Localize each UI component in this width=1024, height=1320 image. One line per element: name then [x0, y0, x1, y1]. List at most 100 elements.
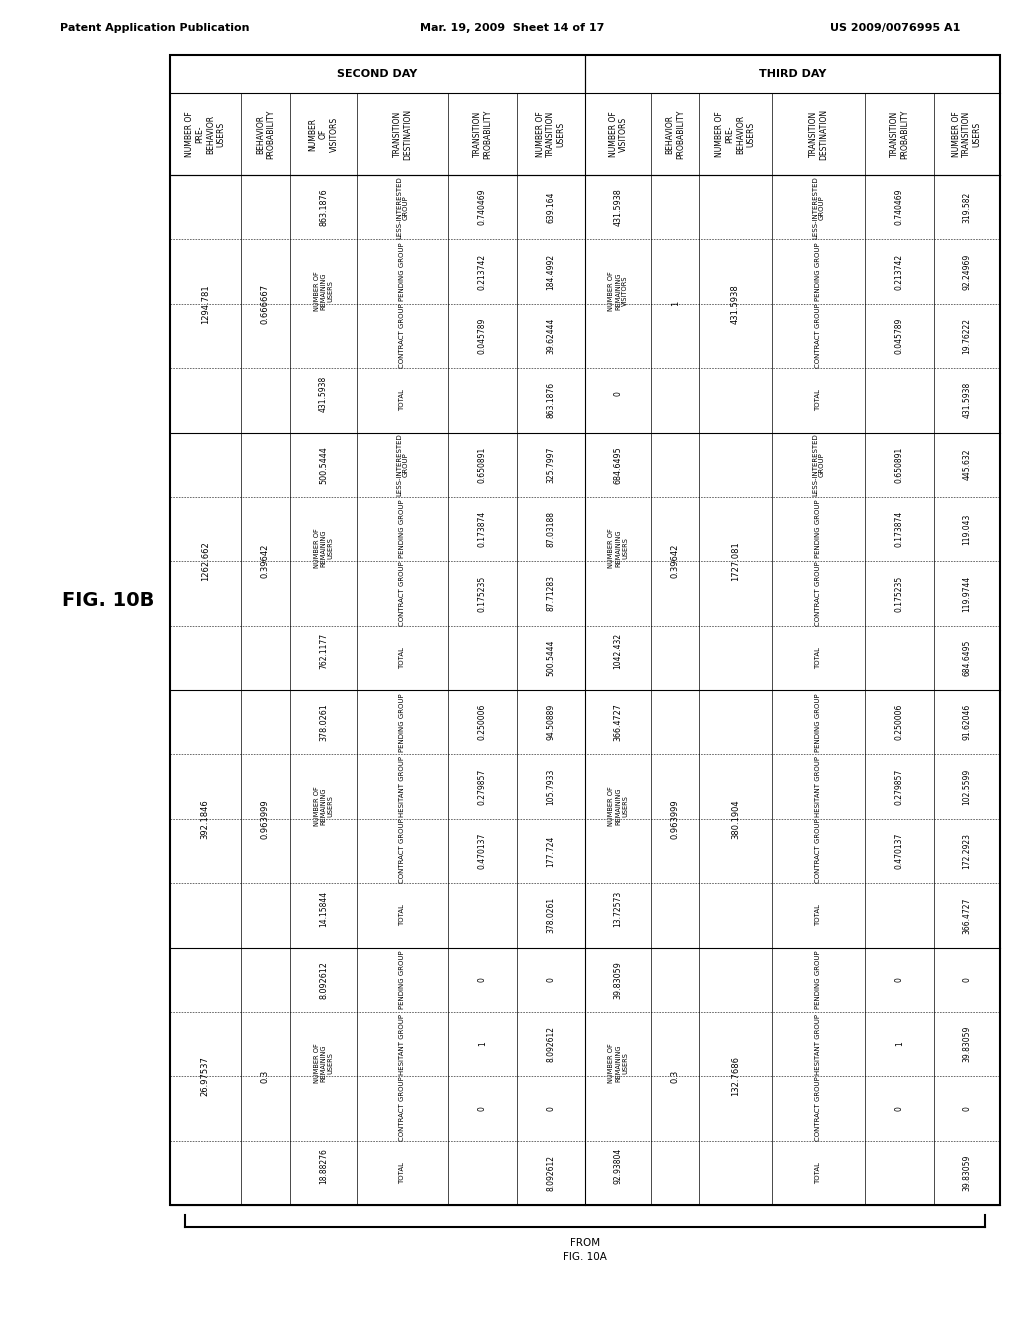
Text: 325.7997: 325.7997 [546, 446, 555, 483]
Text: TOTAL: TOTAL [399, 647, 406, 669]
Text: 0.650891: 0.650891 [895, 446, 904, 483]
Text: 500.5444: 500.5444 [319, 446, 328, 483]
Text: 0: 0 [546, 1106, 555, 1111]
Text: TOTAL: TOTAL [815, 904, 821, 927]
Text: TOTAL: TOTAL [399, 389, 406, 412]
Text: SECOND DAY: SECOND DAY [337, 69, 418, 79]
Text: FROM: FROM [570, 1238, 600, 1247]
Text: 0.3: 0.3 [671, 1069, 680, 1082]
Text: 0: 0 [895, 1106, 904, 1111]
Text: 0.279857: 0.279857 [478, 768, 486, 805]
Text: 1: 1 [895, 1041, 904, 1047]
Text: CONTRACT GROUP: CONTRACT GROUP [815, 818, 821, 883]
Text: 0: 0 [895, 977, 904, 982]
Text: TRANSITION
PROBABILITY: TRANSITION PROBABILITY [473, 110, 492, 158]
Text: 132.7686: 132.7686 [731, 1056, 740, 1096]
Text: NUMBER OF
REMAINING
USERS: NUMBER OF REMAINING USERS [608, 528, 628, 568]
Text: CONTRACT GROUP: CONTRACT GROUP [399, 818, 406, 883]
Text: PENDING GROUP: PENDING GROUP [815, 500, 821, 558]
Text: 119.9744: 119.9744 [963, 576, 972, 611]
Text: 105.7933: 105.7933 [546, 768, 555, 805]
Text: NUMBER OF
REMAINING
USERS: NUMBER OF REMAINING USERS [608, 785, 628, 826]
Text: 378.0261: 378.0261 [546, 898, 555, 933]
Text: 14.15844: 14.15844 [319, 891, 328, 927]
Text: 431.5938: 431.5938 [963, 383, 972, 418]
Text: 39.83059: 39.83059 [963, 1155, 972, 1191]
Text: CONTRACT GROUP: CONTRACT GROUP [815, 561, 821, 626]
Text: 319.582: 319.582 [963, 191, 972, 223]
Text: 91.62046: 91.62046 [963, 704, 972, 741]
Text: 0.740469: 0.740469 [478, 189, 486, 226]
Text: US 2009/0076995 A1: US 2009/0076995 A1 [829, 22, 961, 33]
Text: 39.83059: 39.83059 [963, 1026, 972, 1063]
Text: 0.279857: 0.279857 [895, 768, 904, 805]
Text: 18.88276: 18.88276 [319, 1148, 328, 1184]
Text: 119.043: 119.043 [963, 513, 972, 545]
Text: 0.175235: 0.175235 [478, 576, 486, 611]
Text: NUMBER OF
REMAINING
USERS: NUMBER OF REMAINING USERS [313, 1044, 334, 1084]
Text: 684.6495: 684.6495 [613, 446, 623, 483]
Text: THIRD DAY: THIRD DAY [759, 69, 826, 79]
Text: 19.76222: 19.76222 [963, 318, 972, 354]
Text: TOTAL: TOTAL [815, 389, 821, 412]
Text: PENDING GROUP: PENDING GROUP [815, 243, 821, 301]
Text: 1042.432: 1042.432 [613, 634, 623, 669]
Text: 0.963999: 0.963999 [261, 799, 270, 838]
Text: CONTRACT GROUP: CONTRACT GROUP [399, 304, 406, 368]
Text: NUMBER OF
PRE-
BEHAVIOR
USERS: NUMBER OF PRE- BEHAVIOR USERS [185, 111, 225, 157]
Text: 39.62444: 39.62444 [546, 318, 555, 354]
Text: CONTRACT GROUP: CONTRACT GROUP [815, 304, 821, 368]
Text: 380.1904: 380.1904 [731, 799, 740, 838]
Text: 0.173874: 0.173874 [895, 511, 904, 548]
Text: HESITANT GROUP: HESITANT GROUP [815, 756, 821, 817]
Text: 0.045789: 0.045789 [478, 318, 486, 354]
Text: 87.03188: 87.03188 [546, 511, 555, 546]
Text: CONTRACT GROUP: CONTRACT GROUP [815, 1076, 821, 1140]
Text: 39.83059: 39.83059 [613, 961, 623, 999]
Text: LESS-INTERESTED
GROUP: LESS-INTERESTED GROUP [812, 176, 825, 239]
Text: 1262.662: 1262.662 [201, 541, 210, 581]
Text: LESS-INTERESTED
GROUP: LESS-INTERESTED GROUP [812, 433, 825, 496]
Text: 0.173874: 0.173874 [478, 511, 486, 548]
Text: BEHAVIOR
PROBABILITY: BEHAVIOR PROBABILITY [666, 110, 685, 158]
Text: Mar. 19, 2009  Sheet 14 of 17: Mar. 19, 2009 Sheet 14 of 17 [420, 22, 604, 33]
Text: 0: 0 [963, 1106, 972, 1111]
Text: 762.1177: 762.1177 [319, 634, 328, 669]
Text: 0: 0 [613, 392, 623, 396]
Text: 0: 0 [963, 977, 972, 982]
Text: NUMBER OF
TRANSITION
USERS: NUMBER OF TRANSITION USERS [952, 111, 982, 157]
Text: 94.50889: 94.50889 [546, 704, 555, 741]
Text: 0.963999: 0.963999 [671, 799, 680, 838]
Text: TOTAL: TOTAL [815, 1162, 821, 1184]
Text: HESITANT GROUP: HESITANT GROUP [815, 1014, 821, 1074]
Text: 0.175235: 0.175235 [895, 576, 904, 611]
Text: 13.72573: 13.72573 [613, 891, 623, 927]
Text: NUMBER OF
REMAINING
USERS: NUMBER OF REMAINING USERS [313, 785, 334, 826]
Text: NUMBER OF
REMAINING
USERS: NUMBER OF REMAINING USERS [313, 271, 334, 310]
Text: PENDING GROUP: PENDING GROUP [399, 500, 406, 558]
Text: 0.650891: 0.650891 [478, 446, 486, 483]
Text: PENDING GROUP: PENDING GROUP [399, 693, 406, 751]
Text: 392.1846: 392.1846 [201, 799, 210, 838]
Text: CONTRACT GROUP: CONTRACT GROUP [399, 561, 406, 626]
Text: 431.5938: 431.5938 [731, 284, 740, 323]
Text: 0.045789: 0.045789 [895, 318, 904, 354]
Text: CONTRACT GROUP: CONTRACT GROUP [399, 1076, 406, 1140]
Text: 177.724: 177.724 [546, 836, 555, 867]
Text: 172.2923: 172.2923 [963, 833, 972, 869]
Text: 0.250006: 0.250006 [478, 704, 486, 741]
Text: PENDING GROUP: PENDING GROUP [815, 950, 821, 1008]
Text: 0.470137: 0.470137 [895, 833, 904, 869]
Text: 1294.781: 1294.781 [201, 284, 210, 323]
Bar [170, 55, 1000, 1205]
Text: 684.6495: 684.6495 [963, 640, 972, 676]
Text: 0.3: 0.3 [261, 1069, 270, 1082]
Text: FIG. 10B: FIG. 10B [62, 590, 155, 610]
Text: 445.632: 445.632 [963, 449, 972, 480]
Text: 1: 1 [671, 301, 680, 306]
Text: NUMBER OF
REMAINING
USERS: NUMBER OF REMAINING USERS [608, 1044, 628, 1084]
Text: 87.71283: 87.71283 [546, 576, 555, 611]
Text: LESS-INTERESTED
GROUP: LESS-INTERESTED GROUP [396, 176, 409, 239]
Text: LESS-INTERESTED
GROUP: LESS-INTERESTED GROUP [396, 433, 409, 496]
Text: TOTAL: TOTAL [815, 647, 821, 669]
